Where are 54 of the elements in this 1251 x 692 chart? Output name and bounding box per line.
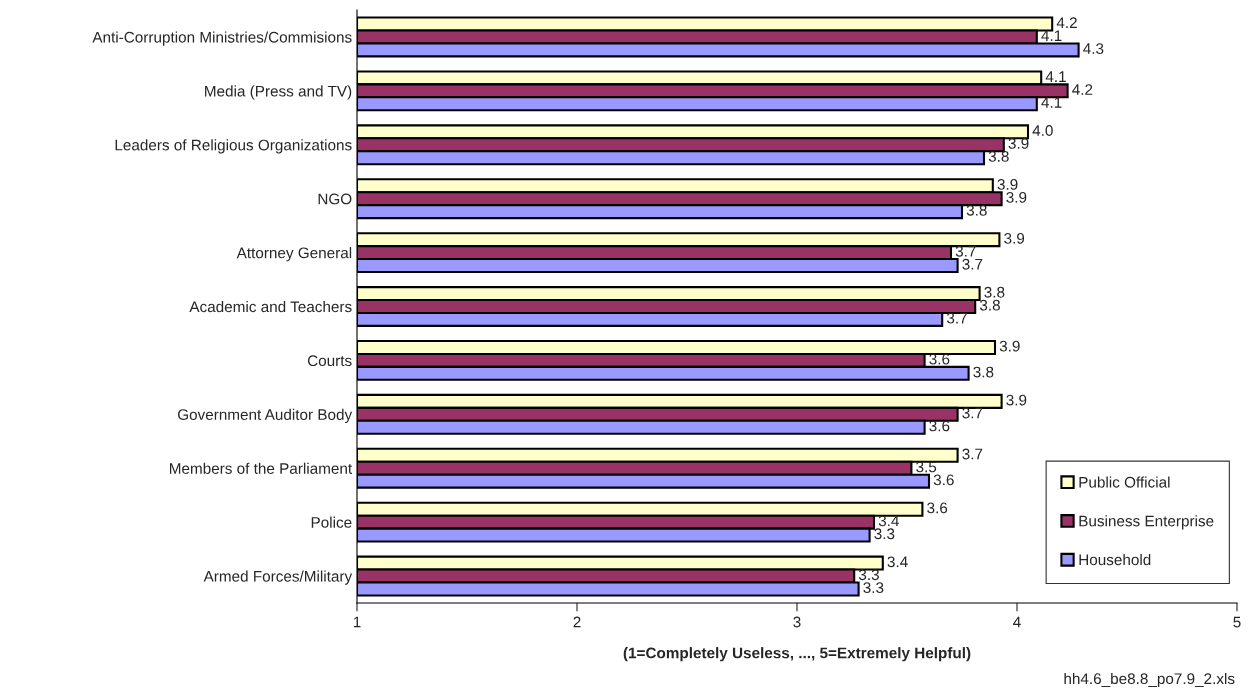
data-label: 3.7 (962, 258, 983, 270)
y-tick-label: NGO (318, 193, 352, 205)
x-tick-label: 3 (793, 616, 801, 628)
x-axis-title: (1=Completely Useless, ..., 5=Extremely Helpful) (623, 647, 971, 662)
data-label: 4.2 (1072, 84, 1093, 95)
x-tick-label: 2 (573, 616, 581, 628)
x-tick-label: 4 (1013, 616, 1021, 628)
text: hh4.6_be8.8_po7.9_2.xls (1064, 672, 1235, 688)
data-label: 3.5 (916, 461, 937, 473)
data-label: 3.7 (962, 407, 983, 419)
y-tick-label: Anti-Corruption Ministries/Commisions (92, 31, 352, 46)
data-label: 3.6 (929, 353, 950, 365)
data-label: 3.3 (863, 582, 884, 594)
data-label: 3.7 (962, 448, 983, 460)
data-label: 3.9 (1004, 232, 1025, 244)
data-label: 3.6 (929, 420, 950, 432)
data-label: 3.9 (1008, 138, 1029, 149)
y-tick-label: Government Auditor Body (177, 408, 353, 424)
y-tick-label: Armed Forces/Military (203, 570, 353, 585)
data-label: 3.7 (955, 245, 976, 257)
data-label: 3.8 (984, 286, 1005, 298)
data-label: 3.8 (979, 299, 1000, 311)
data-label: 4.1 (1041, 30, 1062, 41)
legend-label: Business Enterprise (1079, 515, 1214, 530)
y-tick-label: Media (Press and TV) (205, 85, 352, 100)
data-label: 4.1 (1045, 71, 1066, 82)
x-tick-label: 1 (353, 616, 361, 628)
data-label: 3.7 (946, 312, 967, 324)
data-label: 4.0 (1032, 125, 1053, 136)
data-label: 3.4 (878, 515, 899, 527)
y-tick-label: Leaders of Religious Organizations (115, 139, 352, 154)
y-tick-label: Police (311, 516, 352, 528)
data-label: 3.8 (966, 204, 987, 216)
data-label: 3.3 (858, 569, 879, 581)
data-label: 4.3 (1083, 43, 1104, 54)
data-label: 3.9 (997, 179, 1018, 190)
x-tick-label: 5 (1233, 616, 1241, 628)
data-label: 3.3 (874, 528, 895, 540)
data-label: 3.9 (999, 340, 1020, 352)
legend-label: Public Official (1079, 476, 1170, 488)
legend-label: Household (1079, 553, 1151, 566)
data-label: 3.6 (933, 474, 954, 486)
y-tick-label: Attorney General (236, 247, 352, 262)
y-tick-label: Courts (307, 355, 352, 367)
y-tick-label: Academic and Teachers (189, 300, 352, 313)
data-label: 4.1 (1041, 97, 1062, 108)
data-label: 3.8 (988, 150, 1009, 162)
data-label: 3.8 (973, 366, 994, 378)
data-label: 3.4 (887, 556, 908, 568)
data-label: 3.9 (1006, 394, 1027, 406)
data-label: 3.9 (1006, 191, 1027, 203)
y-tick-label: Members of the Parliament (170, 462, 353, 474)
data-label: 3.6 (927, 502, 948, 514)
data-label: 4.2 (1056, 17, 1077, 28)
